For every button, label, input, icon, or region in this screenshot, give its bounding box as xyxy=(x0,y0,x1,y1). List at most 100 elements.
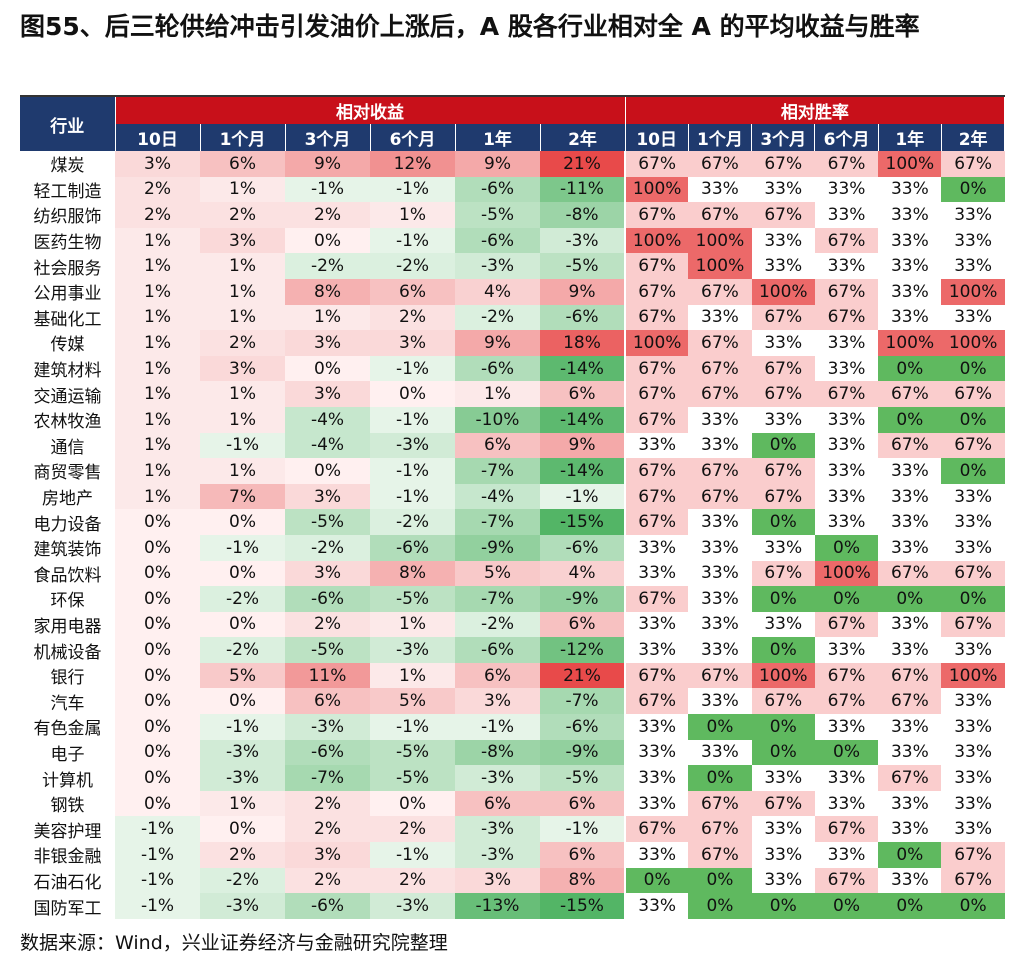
table-row: 建筑材料 1% 3% 0% -1% -6% -14% 67% 67% 67% 33% 0% 0% xyxy=(20,355,1005,382)
industry-header: 行业 xyxy=(20,96,116,151)
table-row: 建筑装饰 0% -1% -2% -6% -9% -6% 33% 33% 33% 0% 33% 33% xyxy=(20,534,1005,561)
return-cell: 3% xyxy=(455,867,540,894)
win-rate-cell: 0% xyxy=(751,893,815,919)
win-rate-cell: 33% xyxy=(623,893,689,919)
win-rate-cell: 33% xyxy=(688,739,752,766)
win-rate-cell: 33% xyxy=(941,483,1005,510)
return-cell: -1% xyxy=(370,406,455,433)
column-header: 6个月 xyxy=(814,124,879,151)
table-row: 钢铁 0% 1% 2% 0% 6% 6% 33% 67% 67% 33% 33% 33% xyxy=(20,790,1005,817)
source-note: 数据来源：Wind，兴业证券经济与金融研究院整理 xyxy=(20,932,448,954)
win-rate-cell: 67% xyxy=(623,509,689,535)
win-rate-cell: 67% xyxy=(623,586,689,612)
return-cell: 3% xyxy=(285,560,370,587)
win-rate-cell: 67% xyxy=(623,304,689,331)
table-row: 非银金融 -1% 2% 3% -1% -3% 6% 33% 67% 33% 33% 0% 67% xyxy=(20,842,1005,868)
table-row: 传媒 1% 2% 3% 3% 9% 18% 100% 67% 33% 33% 100% 100% xyxy=(20,330,1005,356)
win-rate-cell: 33% xyxy=(878,176,942,203)
win-rate-cell: 33% xyxy=(878,867,942,894)
win-rate-cell: 33% xyxy=(751,227,815,254)
return-cell: 1% xyxy=(115,406,200,433)
return-cell: -2% xyxy=(200,867,285,894)
win-rate-cell: 67% xyxy=(751,790,815,817)
return-cell: -6% xyxy=(455,227,540,254)
return-cell: 0% xyxy=(115,611,200,638)
return-cell: 21% xyxy=(540,662,625,689)
industry-name: 建筑装饰 xyxy=(20,534,115,561)
win-rate-cell: 67% xyxy=(623,151,689,177)
return-cell: -1% xyxy=(370,842,455,868)
return-cell: 1% xyxy=(115,432,200,459)
win-rate-cell: 100% xyxy=(623,227,689,254)
return-cell: 2% xyxy=(285,202,370,228)
column-header: 2年 xyxy=(540,124,626,151)
win-rate-cell: 33% xyxy=(751,330,815,356)
return-cell: 2% xyxy=(200,202,285,228)
return-cell: 0% xyxy=(115,714,200,740)
win-rate-cell: 100% xyxy=(688,253,752,279)
column-header: 10日 xyxy=(625,124,689,151)
table-row: 煤炭 3% 6% 9% 12% 9% 21% 67% 67% 67% 67% 100% 67% xyxy=(20,151,1005,177)
return-cell: -2% xyxy=(455,611,540,638)
return-cell: 2% xyxy=(115,176,200,203)
win-rate-cell: 33% xyxy=(878,304,942,331)
return-cell: -6% xyxy=(455,176,540,203)
win-rate-cell: 67% xyxy=(751,355,815,382)
return-cell: 2% xyxy=(115,202,200,228)
return-cell: 9% xyxy=(540,432,625,459)
return-cell: 7% xyxy=(200,483,285,510)
table-row: 基础化工 1% 1% 1% 2% -2% -6% 67% 33% 67% 67% 33% 33% xyxy=(20,304,1005,331)
return-cell: 1% xyxy=(200,253,285,279)
win-rate-cell: 33% xyxy=(751,534,815,561)
win-rate-cell: 33% xyxy=(814,406,879,433)
header-row: 行业 相对收益 相对胜率 xyxy=(20,96,1006,151)
win-rate-cell: 33% xyxy=(878,611,942,638)
return-cell: -12% xyxy=(540,637,625,663)
return-cell: 1% xyxy=(200,381,285,407)
win-rate-cell: 67% xyxy=(941,611,1005,638)
industry-name: 电子 xyxy=(20,739,115,766)
win-rate-cell: 33% xyxy=(623,739,689,766)
return-cell: 3% xyxy=(370,330,455,356)
win-rate-cell: 67% xyxy=(751,483,815,510)
return-cell: 1% xyxy=(200,278,285,305)
win-rate-cell: 33% xyxy=(941,227,1005,254)
win-rate-cell: 33% xyxy=(814,790,879,817)
return-cell: 6% xyxy=(540,842,625,868)
return-cell: 2% xyxy=(285,611,370,638)
win-rate-cell: 67% xyxy=(751,688,815,715)
win-rate-cell: 67% xyxy=(688,816,752,843)
return-cell: 3% xyxy=(285,381,370,407)
return-cell: 1% xyxy=(370,611,455,638)
win-rate-cell: 33% xyxy=(688,406,752,433)
table-row: 社会服务 1% 1% -2% -2% -3% -5% 67% 100% 33% 33% 33% 33% xyxy=(20,253,1005,279)
return-cell: 1% xyxy=(370,662,455,689)
win-rate-cell: 0% xyxy=(751,509,815,535)
win-rate-cell: 33% xyxy=(688,534,752,561)
return-cell: -3% xyxy=(200,765,285,791)
win-rate-cell: 33% xyxy=(623,611,689,638)
return-cell: 1% xyxy=(115,381,200,407)
return-cell: -4% xyxy=(455,483,540,510)
win-rate-cell: 0% xyxy=(941,893,1005,919)
return-cell: 0% xyxy=(115,637,200,663)
return-cell: -5% xyxy=(455,202,540,228)
return-cell: 12% xyxy=(370,151,455,177)
industry-name: 环保 xyxy=(20,586,115,612)
column-header: 1个月 xyxy=(688,124,753,151)
win-rate-cell: 33% xyxy=(941,202,1005,228)
win-rate-cell: 33% xyxy=(751,406,815,433)
win-rate-cell: 33% xyxy=(814,765,879,791)
return-cell: -3% xyxy=(455,253,540,279)
return-cell: -14% xyxy=(540,458,625,484)
win-rate-cell: 33% xyxy=(814,330,879,356)
return-cell: -1% xyxy=(115,867,200,894)
industry-name: 家用电器 xyxy=(20,611,115,638)
industry-name: 国防军工 xyxy=(20,893,115,919)
return-cell: -1% xyxy=(200,432,285,459)
return-cell: -4% xyxy=(285,432,370,459)
win-rate-cell: 0% xyxy=(941,355,1005,382)
return-cell: -10% xyxy=(455,406,540,433)
table-row: 有色金属 0% -1% -3% -1% -1% -6% 33% 0% 0% 33% 33% 33% xyxy=(20,714,1005,740)
column-header: 10日 xyxy=(115,124,201,151)
